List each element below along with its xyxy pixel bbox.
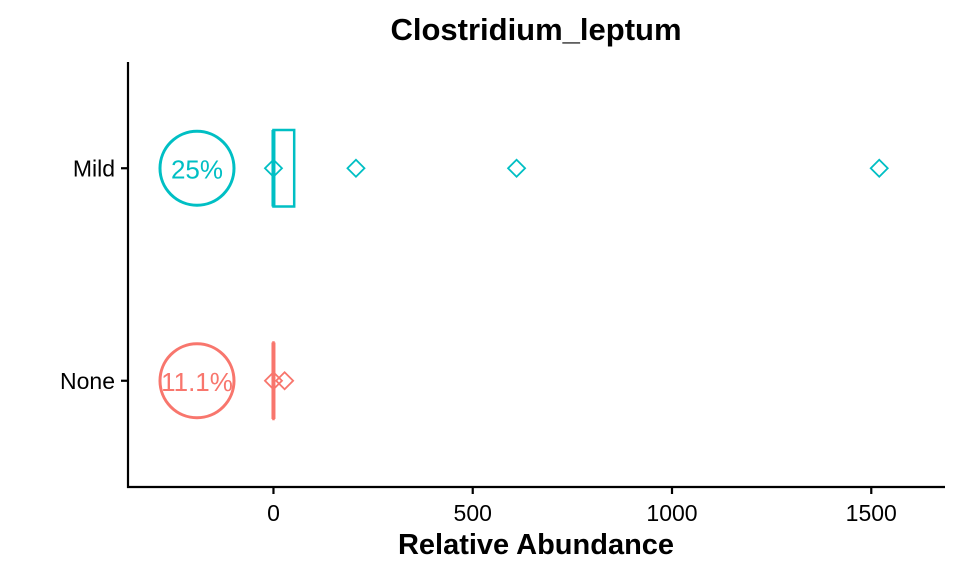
percent-label: 25% xyxy=(171,154,223,184)
x-tick-label: 1000 xyxy=(646,500,697,526)
data-point xyxy=(263,158,284,179)
data-point xyxy=(346,158,366,179)
x-tick-label: 1500 xyxy=(846,500,897,526)
group-none: 11.1% xyxy=(158,341,295,421)
y-tick-label: Mild xyxy=(73,155,115,181)
x-axis-label: Relative Abundance xyxy=(398,529,674,561)
x-tick-label: 0 xyxy=(267,500,280,526)
box-groups: 11.1% 25% xyxy=(158,128,890,421)
percent-circle xyxy=(158,129,236,207)
group-mild: 25% xyxy=(158,128,890,208)
x-tick-label: 500 xyxy=(454,500,492,526)
y-axis-ticks: None Mild xyxy=(60,155,128,394)
data-point xyxy=(869,158,890,179)
x-axis-ticks: 0 500 1000 1500 xyxy=(267,487,897,526)
y-tick-label: None xyxy=(60,368,115,394)
percent-label: 11.1% xyxy=(161,367,233,397)
percent-circle xyxy=(158,342,236,420)
box xyxy=(272,128,296,208)
data-point xyxy=(274,370,295,391)
data-point xyxy=(506,158,527,179)
chart-title: Clostridium_leptum xyxy=(390,12,681,47)
